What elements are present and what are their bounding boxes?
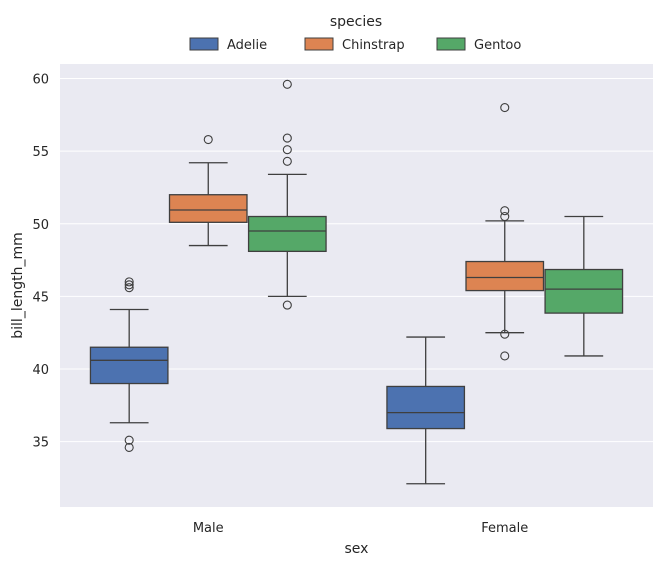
legend-swatch-gentoo [436, 37, 466, 51]
outlier-point [282, 145, 292, 155]
iqr-box [465, 260, 545, 292]
outlier-point [500, 103, 510, 113]
box-gentoo-male [247, 79, 327, 310]
outlier-point [282, 300, 292, 310]
legend-swatch-adelie [189, 37, 219, 51]
box-adelie-male [89, 277, 169, 452]
y-axis-label: bill_length_mm [10, 232, 26, 338]
iqr-box [386, 385, 466, 430]
x-tick-label: Male [193, 521, 224, 536]
x-tick-label: Female [481, 521, 528, 536]
y-tick-label: 40 [32, 363, 49, 378]
box-adelie-female [386, 336, 466, 485]
outlier-point [282, 79, 292, 89]
outlier-point [500, 211, 510, 222]
boxes [89, 79, 624, 485]
box-gentoo-female [544, 215, 624, 357]
iqr-box [89, 346, 169, 385]
y-tick-label: 55 [32, 145, 49, 160]
outlier-point [500, 206, 510, 216]
outlier-point [282, 133, 292, 143]
outlier-point [203, 134, 213, 145]
iqr-box [168, 194, 248, 223]
legend-label-chinstrap: Chinstrap [342, 38, 405, 53]
legend-swatch-chinstrap [304, 37, 334, 51]
outlier-point [124, 442, 134, 452]
box-chinstrap-male [168, 134, 248, 247]
outlier-point [124, 435, 134, 445]
iqr-box [247, 215, 327, 253]
y-tick-labels: 35 40 45 50 55 60 [32, 73, 49, 451]
x-tick-labels: Male Female [193, 521, 528, 536]
outlier-point [500, 329, 510, 339]
y-tick-label: 35 [32, 436, 49, 451]
y-tick-label: 50 [32, 218, 49, 233]
legend: species Adelie Chinstrap Gentoo [189, 14, 521, 53]
outlier-point [500, 351, 510, 361]
iqr-box [544, 268, 624, 314]
box-chinstrap-female [465, 103, 545, 361]
y-tick-label: 60 [32, 73, 49, 88]
outlier-point [124, 283, 134, 293]
legend-label-gentoo: Gentoo [474, 38, 521, 53]
outlier-point [282, 156, 292, 166]
outlier-point [124, 280, 134, 290]
legend-label-adelie: Adelie [227, 38, 267, 53]
legend-title: species [330, 14, 382, 30]
x-axis-label: sex [345, 541, 369, 557]
outlier-point [124, 277, 134, 287]
y-tick-label: 45 [32, 290, 49, 305]
